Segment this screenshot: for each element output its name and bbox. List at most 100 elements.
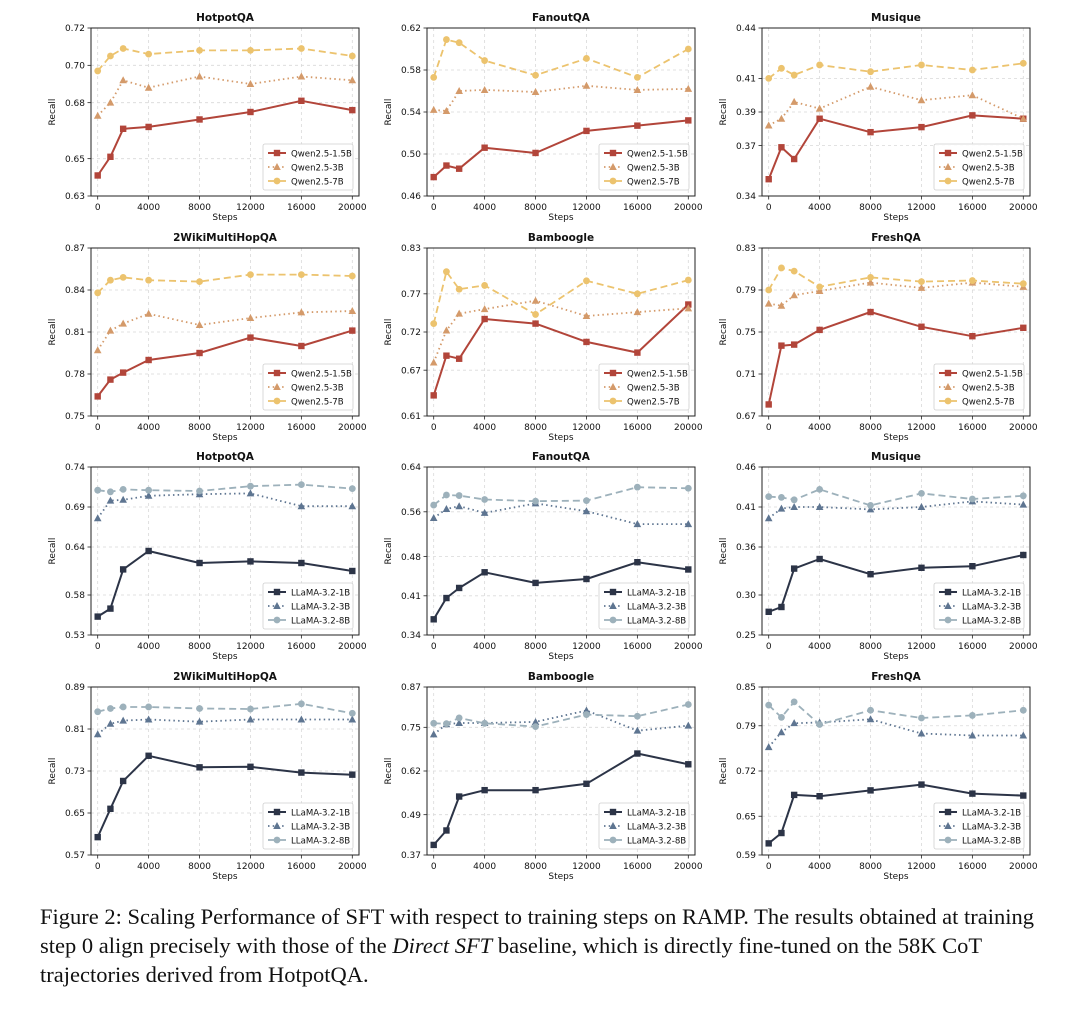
x-tick-label: 0 [766, 423, 772, 433]
legend-marker [609, 602, 617, 609]
series-line [433, 486, 689, 506]
chart-panel: 0 4000 8000 12000 16000 20000 0.37 0.49 0.62 0.75… [384, 671, 703, 882]
legend-label: Qwen2.5-7B [962, 177, 1015, 187]
data-point [348, 485, 356, 492]
legend-label: LLaMA-3.2-3B [627, 822, 686, 832]
data-point [1020, 792, 1027, 799]
data-point [93, 111, 102, 119]
data-point [777, 728, 786, 736]
data-point [918, 781, 925, 788]
x-tick-label: 8000 [188, 423, 211, 433]
data-point [246, 80, 255, 87]
data-point [429, 730, 438, 738]
y-tick-label: 0.70 [65, 62, 85, 72]
data-point [917, 503, 926, 510]
data-point [247, 705, 254, 713]
legend-marker [609, 588, 617, 596]
data-point [778, 829, 785, 837]
data-point [195, 72, 204, 80]
data-point [583, 277, 590, 285]
data-point [866, 505, 875, 513]
data-point [765, 493, 773, 500]
data-point [582, 311, 591, 319]
x-tick-label: 16000 [287, 203, 316, 213]
y-tick-label: 0.72 [736, 767, 756, 777]
data-point [442, 326, 451, 334]
y-tick-label: 0.25 [736, 631, 756, 641]
y-tick-label: 0.75 [65, 412, 85, 422]
data-point [196, 116, 203, 123]
legend-label: LLaMA-3.2-3B [291, 822, 350, 832]
y-tick-label: 0.41 [736, 75, 756, 85]
x-tick-label: 8000 [188, 642, 211, 652]
data-point [532, 723, 539, 731]
data-point [195, 717, 204, 725]
y-axis-label: Recall [719, 758, 729, 785]
data-point [685, 761, 692, 768]
data-point [93, 514, 102, 522]
series-line [97, 718, 353, 735]
data-point [443, 36, 450, 43]
data-point [777, 114, 786, 122]
data-point [349, 567, 356, 575]
x-tick-label: 4000 [137, 203, 160, 213]
data-point [684, 84, 693, 92]
data-point [582, 507, 591, 515]
y-tick-label: 0.79 [736, 722, 756, 732]
x-tick-label: 20000 [674, 642, 703, 652]
data-point [531, 296, 540, 304]
y-tick-label: 0.64 [401, 463, 421, 473]
data-point [532, 311, 539, 318]
data-point [247, 558, 254, 565]
data-point [815, 503, 824, 510]
y-axis-label: Recall [48, 99, 58, 126]
series-line [768, 488, 1024, 507]
series-line [768, 701, 1024, 726]
data-point [144, 715, 153, 723]
legend-box [933, 802, 1025, 850]
x-tick-label: 0 [95, 862, 101, 872]
y-tick-label: 0.71 [736, 370, 756, 380]
x-tick-label: 0 [95, 423, 101, 433]
data-point [145, 752, 152, 759]
data-point [968, 277, 976, 284]
data-point [866, 82, 875, 90]
series-line [96, 99, 353, 177]
legend-box [262, 363, 354, 411]
data-point [532, 149, 539, 157]
data-point [247, 334, 254, 341]
data-point [196, 487, 203, 495]
data-point [297, 502, 306, 510]
data-point [778, 713, 785, 721]
data-point [583, 55, 590, 62]
data-point [918, 123, 925, 131]
x-tick-label: 0 [95, 642, 101, 652]
legend-marker [609, 369, 617, 377]
y-tick-label: 0.48 [401, 553, 421, 563]
legend-label: LLaMA-3.2-8B [291, 616, 350, 626]
x-tick-label: 16000 [623, 642, 652, 652]
legend-marker [273, 397, 281, 405]
legend-label: Qwen2.5-7B [291, 177, 344, 187]
x-tick-label: 8000 [188, 203, 211, 213]
data-point [815, 287, 824, 295]
data-point [790, 496, 798, 504]
x-tick-label: 8000 [524, 203, 547, 213]
caption-prefix: Figure 2: Scaling Performance of SFT wit… [40, 904, 1035, 958]
y-tick-label: 0.62 [401, 24, 421, 34]
data-point [93, 346, 102, 354]
x-tick-label: 12000 [236, 642, 265, 652]
x-tick-label: 4000 [808, 862, 831, 872]
x-tick-label: 4000 [473, 642, 496, 652]
legend-label: Qwen2.5-3B [627, 383, 680, 393]
data-point [119, 566, 127, 573]
legend-box [933, 582, 1025, 630]
data-point [429, 358, 438, 366]
data-point [790, 71, 798, 79]
data-point [968, 66, 976, 74]
y-tick-label: 0.72 [401, 328, 421, 338]
x-tick-label: 12000 [572, 642, 601, 652]
figure-caption: Figure 2: Scaling Performance of SFT wit… [40, 902, 1050, 989]
data-point [969, 790, 976, 797]
y-tick-label: 0.41 [401, 592, 421, 602]
